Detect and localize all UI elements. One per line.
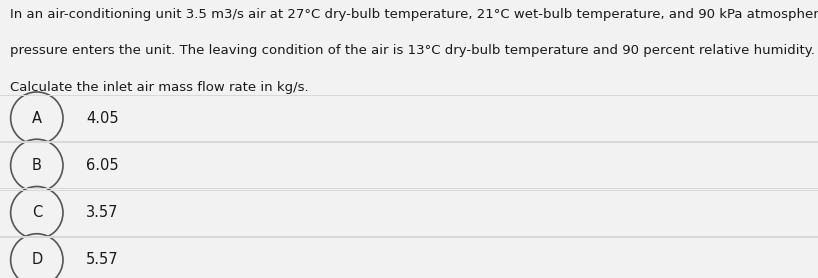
Text: 3.57: 3.57 — [86, 205, 119, 220]
FancyBboxPatch shape — [0, 95, 818, 141]
FancyBboxPatch shape — [0, 237, 818, 278]
Text: B: B — [32, 158, 42, 173]
Text: 4.05: 4.05 — [86, 111, 119, 126]
Text: A: A — [32, 111, 42, 126]
Text: Calculate the inlet air mass flow rate in kg/s.: Calculate the inlet air mass flow rate i… — [10, 81, 308, 94]
Text: D: D — [31, 252, 43, 267]
Text: 5.57: 5.57 — [86, 252, 119, 267]
Ellipse shape — [11, 187, 63, 239]
Ellipse shape — [11, 234, 63, 278]
Text: pressure enters the unit. The leaving condition of the air is 13°C dry-bulb temp: pressure enters the unit. The leaving co… — [10, 44, 815, 58]
Ellipse shape — [11, 139, 63, 192]
Ellipse shape — [11, 92, 63, 144]
FancyBboxPatch shape — [0, 142, 818, 188]
Text: 6.05: 6.05 — [86, 158, 119, 173]
Text: C: C — [32, 205, 42, 220]
Text: In an air-conditioning unit 3.5 m3/s air at 27°C dry-bulb temperature, 21°C wet-: In an air-conditioning unit 3.5 m3/s air… — [10, 8, 818, 21]
FancyBboxPatch shape — [0, 190, 818, 236]
